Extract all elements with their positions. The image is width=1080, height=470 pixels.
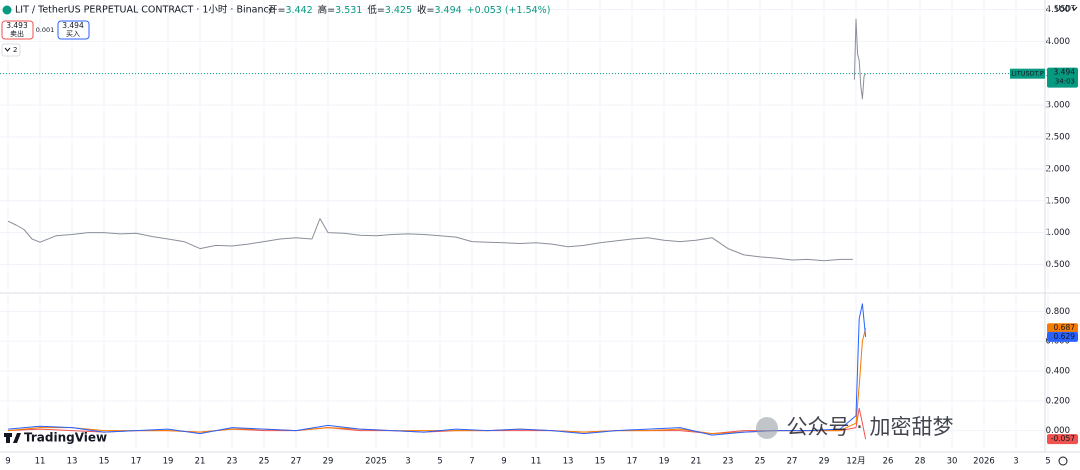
x-tick-label: 27: [787, 457, 798, 467]
x-tick-label: 25: [259, 457, 270, 467]
value-label-box: [1047, 323, 1078, 334]
price-line-name-box: [1010, 68, 1045, 79]
close-label: 收=: [417, 4, 434, 16]
series-line: [7, 303, 867, 436]
y-tick-label: 1.500: [1046, 196, 1070, 206]
sell-label[interactable]: 卖出: [10, 29, 24, 38]
open-label: 开=: [268, 5, 285, 16]
high-label: 高=: [318, 4, 335, 16]
x-tick-label: 13: [563, 457, 574, 467]
indicator-toggle[interactable]: 2: [13, 46, 17, 54]
y-tick-label: 4.500: [1046, 5, 1070, 15]
low-label: 低=: [367, 4, 384, 16]
y-tick-label: 0.400: [1046, 367, 1070, 377]
x-tick-label: 5: [437, 457, 442, 467]
ohlc: 开=3.442 高=3.531 低=3.425 收=3.494 +0.053 (+1.5…: [268, 4, 550, 16]
sell-price[interactable]: 3.493: [6, 21, 28, 30]
logo-text: TradingView: [24, 431, 107, 445]
symbol-icon: [2, 5, 12, 15]
y-tick-label: 1.000: [1046, 228, 1070, 238]
x-tick-label: 26: [883, 457, 894, 467]
buy-price[interactable]: 3.494: [62, 21, 84, 30]
value-label-box: [1047, 434, 1078, 445]
buy-button[interactable]: [57, 20, 90, 40]
chevron: [1071, 6, 1078, 11]
price-label-box: [1047, 67, 1078, 88]
price-line-name: LITUSDT.P: [1011, 70, 1044, 78]
y-tick-label: 4.000: [1046, 37, 1070, 47]
value-label: -0.057: [1051, 434, 1075, 443]
logo-icon: [4, 433, 21, 443]
x-tick-label: 9: [5, 457, 10, 467]
x-tick-label: 11: [531, 457, 542, 467]
x-tick-label: 21: [195, 457, 206, 467]
x-tick-label: 2026: [973, 457, 995, 467]
x-tick-label: 2025: [365, 457, 387, 467]
y-tick-label: 0.000: [1046, 426, 1070, 436]
indicator-toggle-box[interactable]: [1, 43, 21, 57]
x-tick-label: 5: [1045, 457, 1050, 467]
y-tick-label: 2.000: [1046, 164, 1070, 174]
x-tick-label: 15: [99, 457, 110, 467]
symbol: LIT / TetherUS PERPETUAL CONTRACT · 1小时 …: [15, 4, 275, 16]
x-tick-label: 21: [691, 457, 702, 467]
x-tick-label: 3: [1013, 457, 1018, 467]
x-tick-label: 25: [755, 457, 766, 467]
y-tick-label: 2.500: [1046, 133, 1070, 143]
x-tick-label: 15: [595, 457, 606, 467]
price-label: 3.494: [1054, 68, 1076, 77]
x-tick-label: 7: [469, 457, 474, 467]
x-tick-label: 13: [67, 457, 78, 467]
low: 3.425: [385, 5, 412, 16]
settings-icon[interactable]: [1058, 456, 1068, 466]
watermark: 公众号 · 加密甜梦: [786, 415, 953, 439]
value-label: 0.687: [1054, 323, 1076, 332]
watermark-icon: [756, 417, 778, 439]
x-tick-label: 11: [35, 457, 46, 467]
x-tick-label: 28: [915, 457, 926, 467]
open: 3.442: [285, 5, 312, 16]
close: 3.494: [434, 5, 461, 16]
x-tick-label: 27: [291, 457, 302, 467]
x-tick-label: 9: [501, 457, 506, 467]
y-tick-label: 3.000: [1046, 101, 1070, 111]
value-label: 0.629: [1054, 332, 1076, 341]
x-tick-label: 12月: [846, 457, 865, 467]
x-tick-label: 29: [819, 457, 830, 467]
y-tick-label: 0.800: [1046, 307, 1070, 317]
chevron: [4, 47, 11, 52]
x-tick-label: 23: [227, 457, 238, 467]
x-tick-label: 19: [659, 457, 670, 467]
high: 3.531: [335, 5, 362, 16]
x-tick-label: 23: [723, 457, 734, 467]
series-line: [7, 18, 867, 262]
x-tick-label: 17: [627, 457, 638, 467]
countdown: 34:03: [1055, 78, 1075, 86]
buy-label[interactable]: 买入: [66, 30, 80, 38]
spread: 0.001: [36, 26, 55, 34]
sell-button[interactable]: [1, 20, 34, 40]
value-label-box: [1047, 331, 1078, 342]
change: +0.053 (+1.54%): [467, 5, 551, 16]
currency[interactable]: USDT: [1055, 4, 1076, 13]
x-tick-label: 30: [947, 457, 958, 467]
x-tick-label: 29: [323, 457, 334, 467]
x-tick-label: 3: [405, 457, 410, 467]
x-tick-label: 19: [163, 457, 174, 467]
x-tick-label: 17: [131, 457, 142, 467]
y-tick-label: 0.500: [1046, 260, 1070, 270]
logo: TradingView: [4, 431, 107, 445]
y-tick-label: 0.200: [1046, 396, 1070, 406]
